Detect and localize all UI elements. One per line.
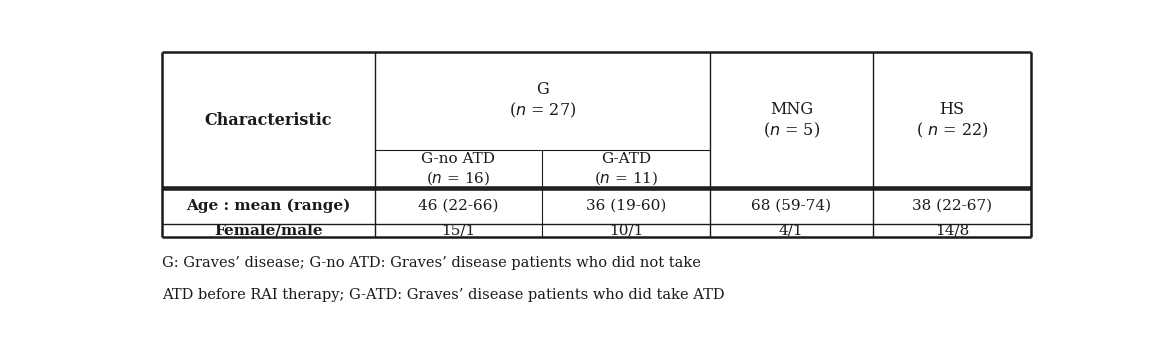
Text: 10/1: 10/1 <box>609 223 644 238</box>
Text: Characteristic: Characteristic <box>205 112 332 129</box>
Text: 4/1: 4/1 <box>779 223 803 238</box>
Text: 46 (22-66): 46 (22-66) <box>418 199 498 213</box>
Text: G-ATD
($n$ = 11): G-ATD ($n$ = 11) <box>594 152 658 187</box>
Text: G-no ATD
($n$ = 16): G-no ATD ($n$ = 16) <box>421 152 496 187</box>
Text: 15/1: 15/1 <box>441 223 476 238</box>
Text: 68 (59-74): 68 (59-74) <box>751 199 831 213</box>
Text: Female/male: Female/male <box>214 223 322 238</box>
Text: Age : mean (range): Age : mean (range) <box>186 198 350 213</box>
Text: 36 (19-60): 36 (19-60) <box>585 199 666 213</box>
Text: HS
( $n$ = 22): HS ( $n$ = 22) <box>916 101 988 140</box>
Text: ATD before RAI therapy; G-ATD: Graves’ disease patients who did take ATD: ATD before RAI therapy; G-ATD: Graves’ d… <box>162 288 724 302</box>
Text: MNG
($n$ = 5): MNG ($n$ = 5) <box>762 101 819 140</box>
Text: 14/8: 14/8 <box>935 223 970 238</box>
Text: G: Graves’ disease; G-no ATD: Graves’ disease patients who did not take: G: Graves’ disease; G-no ATD: Graves’ di… <box>162 256 701 270</box>
Text: G
($n$ = 27): G ($n$ = 27) <box>509 81 576 120</box>
Text: 38 (22-67): 38 (22-67) <box>913 199 992 213</box>
